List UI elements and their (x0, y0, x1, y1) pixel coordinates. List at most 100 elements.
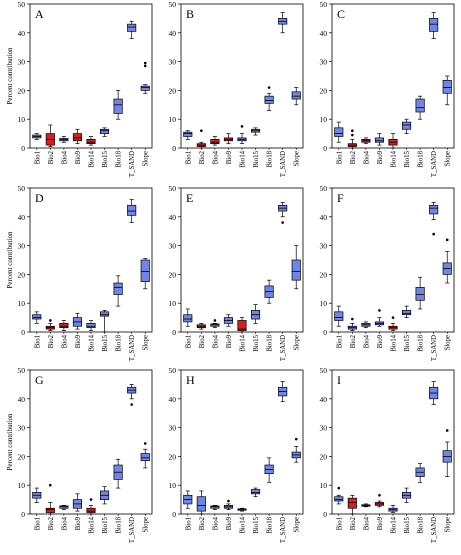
box-bio4 (361, 321, 371, 329)
y-tick-label: 40 (320, 29, 328, 38)
x-tick-label: Bio15 (253, 150, 260, 167)
x-tick-label: Bio14 (391, 334, 398, 351)
y-tick-label: 0 (172, 144, 176, 153)
x-tick-label: Bio18 (418, 334, 425, 351)
box-slope (140, 258, 150, 290)
box-body (113, 98, 123, 114)
x-tick-label: Slope (143, 151, 150, 166)
y-tick-label: 0 (323, 144, 327, 153)
y-tick-label: 50 (18, 366, 26, 375)
box-bio15 (100, 127, 110, 137)
y-tick-label: 50 (169, 184, 177, 193)
box-bio2 (347, 129, 357, 149)
y-tick-label: 40 (18, 395, 26, 404)
outlier-point (445, 238, 449, 242)
box-body (402, 310, 412, 316)
box-slope (291, 437, 301, 463)
box-t-sand (278, 381, 288, 403)
y-tick-label: 0 (172, 328, 176, 337)
box-body (196, 496, 206, 512)
y-tick-label: 50 (320, 184, 328, 193)
x-tick-label: Slope (294, 151, 301, 166)
box-bio18 (113, 458, 123, 489)
box-slope (442, 238, 452, 284)
box-bio15 (402, 118, 412, 134)
y-tick-label: 0 (323, 328, 327, 337)
box-body (113, 282, 123, 295)
x-tick-label: Bio4 (363, 516, 370, 530)
x-tick-label: Bio1 (336, 517, 343, 530)
outlier-point (351, 317, 354, 321)
box-bio2 (347, 317, 357, 331)
box-bio1 (334, 121, 344, 143)
x-tick-label: Bio2 (48, 516, 55, 530)
box-bio4 (59, 505, 69, 511)
box-t-sand (429, 12, 439, 39)
box-bio18 (264, 86, 274, 111)
x-tick-label: Bio1 (336, 335, 343, 348)
box-bio9 (223, 133, 233, 145)
panel-label: D (35, 191, 44, 205)
y-tick-label: 10 (18, 115, 26, 124)
y-axis-label: Percent contribution (6, 231, 14, 288)
box-bio2 (45, 124, 55, 147)
x-tick-label: Bio1 (34, 517, 41, 530)
x-tick-label: T_SAND (431, 151, 438, 177)
panel-a: A 0 10 20 30 40 50 Percent contribution Bio1 Bio2… (6, 0, 153, 177)
y-tick-label: 20 (169, 86, 177, 95)
box-bio1 (183, 490, 193, 509)
y-tick-label: 30 (320, 242, 328, 251)
box-body (140, 259, 150, 282)
x-tick-label: T_SAND (431, 517, 438, 543)
y-tick-label: 10 (169, 299, 177, 308)
y-tick-label: 30 (169, 242, 177, 251)
x-tick-label: Bio2 (350, 150, 357, 164)
y-tick-label: 30 (169, 58, 177, 67)
box-slope (291, 87, 301, 106)
box-body (183, 314, 193, 323)
y-tick-label: 20 (320, 86, 328, 95)
outlier-point (351, 133, 354, 137)
x-tick-label: Slope (445, 151, 452, 166)
y-tick-label: 10 (18, 481, 26, 490)
box-bio4 (361, 503, 371, 508)
x-tick-label: Bio2 (350, 334, 357, 348)
x-tick-label: Bio1 (185, 151, 192, 164)
box-bio1 (183, 130, 193, 140)
box-body (140, 453, 150, 462)
x-tick-label: Bio15 (404, 150, 411, 167)
panel-label: G (35, 373, 44, 387)
panel-i: I 0 10 20 30 40 50 Bio1 Bio2 Bio4 Bio9 Bio14 Bio15 Bi… (320, 366, 455, 543)
x-tick-label: Bio18 (267, 516, 274, 533)
x-tick-label: Bio1 (185, 335, 192, 348)
box-bio18 (415, 276, 425, 310)
y-tick-label: 50 (169, 0, 177, 9)
y-tick-label: 0 (21, 144, 25, 153)
box-bio4 (210, 319, 220, 329)
box-bio1 (334, 305, 344, 327)
y-tick-label: 30 (169, 424, 177, 433)
x-tick-label: Bio4 (363, 150, 370, 164)
box-bio2 (45, 319, 55, 331)
box-bio2 (196, 490, 206, 515)
box-body (183, 131, 193, 137)
y-tick-label: 20 (18, 452, 26, 461)
box-body (72, 133, 82, 142)
x-tick-label: Bio14 (240, 516, 247, 533)
x-tick-label: Slope (294, 517, 301, 532)
box-bio18 (264, 279, 274, 304)
y-tick-label: 0 (323, 510, 327, 519)
box-t-sand (127, 199, 137, 223)
y-tick-label: 50 (18, 184, 26, 193)
y-tick-label: 30 (320, 424, 328, 433)
x-tick-label: Slope (143, 335, 150, 350)
x-tick-label: Bio18 (418, 150, 425, 167)
box-bio18 (113, 90, 123, 120)
outlier-point (89, 498, 93, 501)
y-tick-label: 40 (320, 213, 328, 222)
box-bio15 (251, 487, 261, 498)
box-body (264, 95, 274, 104)
y-tick-label: 30 (18, 242, 26, 251)
x-tick-label: Slope (294, 335, 301, 350)
